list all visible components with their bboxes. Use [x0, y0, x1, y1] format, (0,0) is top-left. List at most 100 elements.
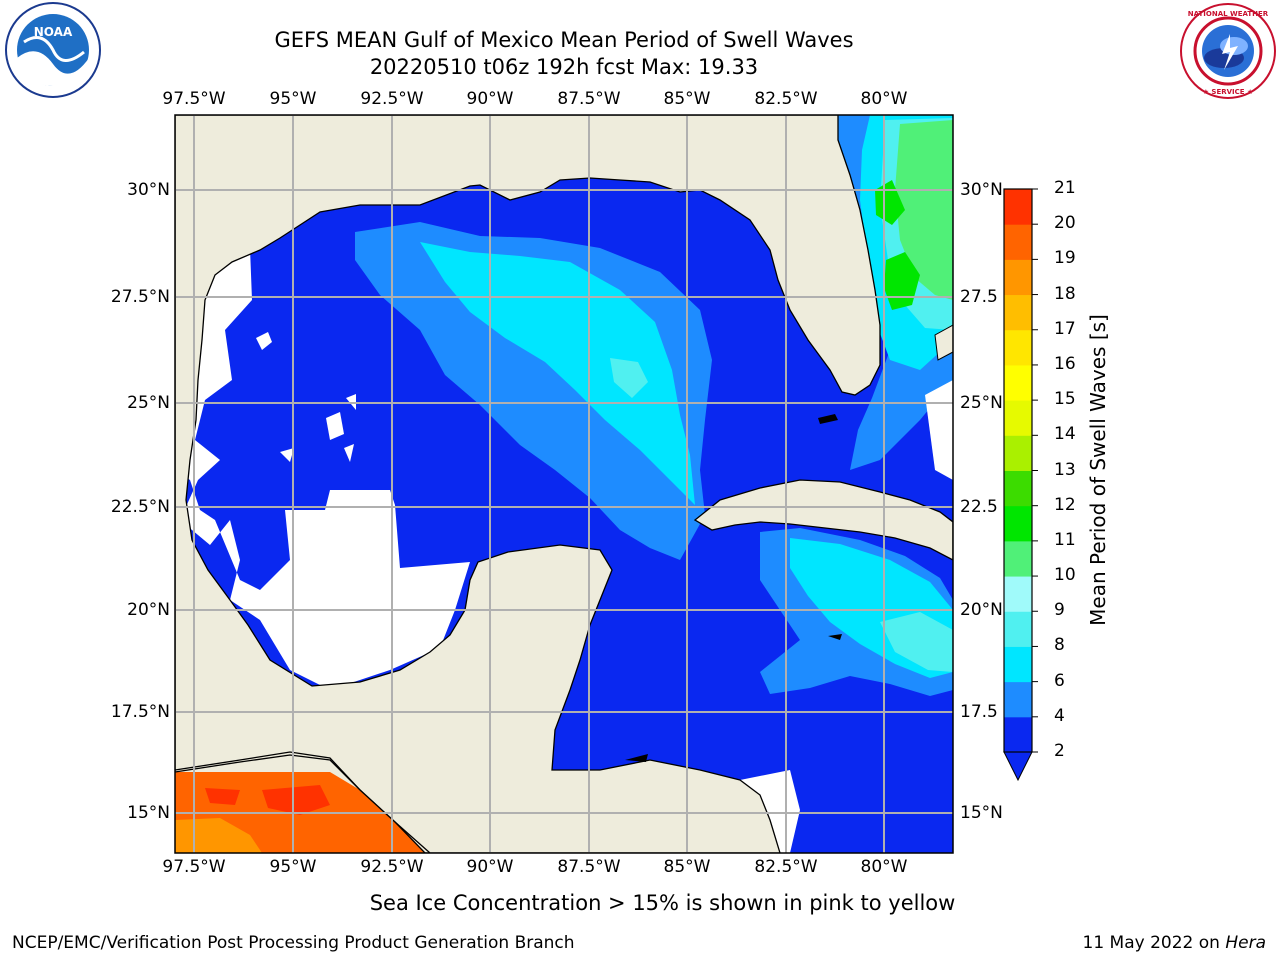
pacific-swell-20-21s-west: [205, 788, 240, 805]
colorbar-segment: [1004, 224, 1032, 260]
map-subtitle: 20220510 t06z 192h fcst Max: 19.33: [369, 55, 759, 79]
footer-branch: NCEP/EMC/Verification Post Processing Pr…: [12, 933, 575, 953]
colorbar-segment: [1004, 400, 1032, 436]
island-bay-islands: [625, 754, 648, 762]
pacific-swell-19-20s: [175, 818, 262, 853]
colorbar-segment: [1004, 540, 1032, 577]
lon-label-top: 95°W: [269, 89, 317, 109]
colorbar-tick-label: 11: [1054, 529, 1076, 550]
colorbar-segment: [1004, 505, 1032, 542]
colorbar-tick-label: 15: [1054, 389, 1076, 410]
lat-label-left: 17.5°N: [110, 702, 170, 722]
lon-label-bottom: 97.5°W: [162, 857, 226, 877]
land-bahamas: [934, 324, 953, 361]
colorbar-tick-label: 17: [1054, 318, 1076, 339]
lat-label-left: 22.5°N: [110, 497, 170, 517]
colorbar-segment: [1004, 470, 1032, 507]
lon-label-bottom: 85°W: [663, 857, 711, 877]
svg-text:NATIONAL WEATHER: NATIONAL WEATHER: [1188, 10, 1269, 18]
colorbar-segment: [1004, 329, 1032, 366]
pacific-swell-20-21s-east: [262, 785, 330, 815]
colorbar-segment: [1004, 259, 1032, 296]
colorbar-segment: [1004, 576, 1032, 612]
svg-text:NOAA: NOAA: [34, 25, 73, 39]
sea-ice-note: Sea Ice Concentration > 15% is shown in …: [369, 891, 956, 915]
lat-label-left: 25°N: [127, 393, 170, 413]
svg-text:★ SERVICE ★: ★ SERVICE ★: [1203, 88, 1254, 96]
colorbar-tick-label: 20: [1054, 213, 1076, 234]
lat-label-right: 22.5: [960, 497, 998, 517]
lon-label-bottom: 87.5°W: [557, 857, 621, 877]
colorbar-tick-label: 9: [1054, 600, 1065, 621]
colorbar-title: Mean Period of Swell Waves [s]: [1086, 314, 1110, 626]
colorbar-tick-label: 8: [1054, 635, 1065, 656]
no-data-bahamas: [925, 380, 953, 480]
lat-label-right: 27.5: [960, 287, 998, 307]
lat-label-left: 27.5°N: [110, 287, 170, 307]
atlantic-swell-9-10s: [895, 120, 953, 300]
nws-logo: NATIONAL WEATHER ★ SERVICE ★: [1180, 3, 1276, 99]
lat-label-right: 17.5: [960, 702, 998, 722]
colorbar-tick-label: 2: [1054, 741, 1065, 761]
lon-label-bottom: 92.5°W: [360, 857, 424, 877]
colorbar-segment: [1004, 611, 1032, 647]
lat-label-left: 30°N: [127, 180, 170, 200]
no-data-patch: [256, 332, 272, 350]
colorbar-tick-label: 14: [1054, 424, 1076, 445]
colorbar-tick-label: 18: [1054, 283, 1076, 304]
lon-label-bottom: 95°W: [269, 857, 317, 877]
footer-machine: Hera: [1225, 933, 1266, 953]
lon-label-bottom: 80°W: [860, 857, 908, 877]
pacific-coastline: [175, 754, 426, 853]
colorbar: [1003, 188, 1038, 782]
colorbar-segment: [1004, 435, 1032, 471]
lon-label-top: 97.5°W: [162, 89, 226, 109]
florida-keys: [818, 414, 838, 424]
lat-label-left: 20°N: [127, 600, 170, 620]
lon-label-bottom: 90°W: [466, 857, 514, 877]
colorbar-tick-label: 10: [1054, 565, 1076, 586]
colorbar-segment: [1004, 364, 1032, 401]
colorbar-tick-label: 6: [1054, 670, 1065, 691]
footer-date-text: 11 May 2022 on: [1082, 933, 1220, 953]
lon-label-top: 85°W: [663, 89, 711, 109]
atlantic-swell-10-11s-south: [884, 252, 920, 310]
lat-label-right: 20°N: [960, 600, 1003, 620]
lon-label-top: 80°W: [860, 89, 908, 109]
colorbar-segment: [1004, 189, 1032, 225]
lat-label-right: 25°N: [960, 393, 1003, 413]
no-data-patch: [280, 448, 294, 462]
footer-date: 11 May 2022 on Hera: [1083, 933, 1267, 953]
caribbean-swell-6-8s: [880, 612, 953, 672]
colorbar-tick-label: 13: [1054, 459, 1076, 480]
colorbar-segment: [1004, 716, 1032, 753]
colorbar-tick-label: 4: [1054, 705, 1065, 726]
lon-label-top: 87.5°W: [557, 89, 621, 109]
noaa-logo: NOAA: [5, 2, 101, 98]
colorbar-tick-label: 21: [1054, 178, 1076, 198]
map-title: GEFS MEAN Gulf of Mexico Mean Period of …: [274, 28, 854, 52]
colorbar-tick-label: 16: [1054, 353, 1076, 374]
lon-label-top: 92.5°W: [360, 89, 424, 109]
lon-label-top: 90°W: [466, 89, 514, 109]
lon-label-bottom: 82.5°W: [754, 857, 818, 877]
lat-label-right: 15°N: [960, 803, 1003, 823]
atlantic-swell-10-11s-north: [875, 180, 905, 225]
graticule: [175, 115, 953, 853]
colorbar-extend-min: [1003, 751, 1033, 782]
no-data-patch: [326, 412, 344, 440]
lon-label-top: 82.5°W: [754, 89, 818, 109]
swell-region-6-8s: [610, 358, 648, 398]
no-data-western-gulf: [175, 248, 470, 690]
colorbar-segment: [1004, 294, 1032, 331]
map-frame: [174, 114, 954, 854]
no-data-patch: [344, 444, 354, 462]
colorbar-tick-label: 19: [1054, 248, 1076, 269]
land-cuba: [693, 479, 953, 561]
colorbar-segment: [1004, 681, 1032, 718]
colorbar-tick-label: 12: [1054, 494, 1076, 515]
island-cayman: [828, 634, 842, 640]
lat-label-right: 30°N: [960, 180, 1003, 200]
lat-label-left: 15°N: [127, 803, 170, 823]
